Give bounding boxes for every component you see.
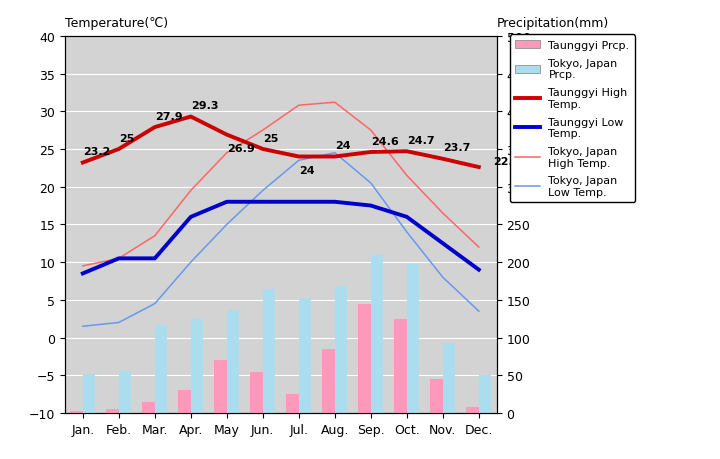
Bar <box>359 304 371 413</box>
Tokyo, Japan
Low Temp. <box>114 320 123 325</box>
Text: 24.6: 24.6 <box>371 136 399 146</box>
Taunggyi High
Temp. <box>78 161 87 166</box>
Taunggyi High
Temp. <box>438 157 447 162</box>
Bar <box>466 407 479 413</box>
Taunggyi High
Temp. <box>150 125 159 130</box>
Bar <box>227 310 239 413</box>
Bar <box>251 372 263 413</box>
Text: 23.7: 23.7 <box>443 143 470 153</box>
Taunggyi Low
Temp. <box>402 215 411 220</box>
Bar <box>371 256 383 413</box>
Taunggyi Low
Temp. <box>474 267 483 273</box>
Bar <box>287 394 299 413</box>
Bar <box>394 319 407 413</box>
Taunggyi High
Temp. <box>114 147 123 152</box>
Taunggyi Low
Temp. <box>366 203 375 209</box>
Bar <box>119 371 131 413</box>
Text: 24.7: 24.7 <box>407 135 434 146</box>
Line: Tokyo, Japan
High Temp.: Tokyo, Japan High Temp. <box>83 103 479 266</box>
Taunggyi Low
Temp. <box>330 200 339 205</box>
Text: Precipitation(mm): Precipitation(mm) <box>497 17 609 30</box>
Tokyo, Japan
High Temp. <box>330 100 339 106</box>
Tokyo, Japan
High Temp. <box>402 173 411 179</box>
Bar <box>479 375 491 413</box>
Tokyo, Japan
High Temp. <box>186 188 195 194</box>
Tokyo, Japan
Low Temp. <box>330 151 339 156</box>
Tokyo, Japan
High Temp. <box>222 151 231 156</box>
Bar <box>323 349 335 413</box>
Tokyo, Japan
Low Temp. <box>402 230 411 235</box>
Bar <box>83 374 95 413</box>
Bar <box>71 411 83 413</box>
Tokyo, Japan
High Temp. <box>438 211 447 216</box>
Text: 26.9: 26.9 <box>227 144 255 154</box>
Tokyo, Japan
Low Temp. <box>438 275 447 280</box>
Bar <box>107 409 119 413</box>
Taunggyi Low
Temp. <box>114 256 123 262</box>
Tokyo, Japan
Low Temp. <box>474 309 483 314</box>
Taunggyi Low
Temp. <box>438 241 447 246</box>
Taunggyi Low
Temp. <box>294 200 303 205</box>
Taunggyi Low
Temp. <box>222 200 231 205</box>
Bar <box>263 289 275 413</box>
Bar <box>142 402 155 413</box>
Text: 24: 24 <box>299 166 315 176</box>
Line: Taunggyi High
Temp.: Taunggyi High Temp. <box>83 117 479 168</box>
Text: Temperature(℃): Temperature(℃) <box>65 17 168 30</box>
Tokyo, Japan
High Temp. <box>294 103 303 109</box>
Tokyo, Japan
Low Temp. <box>366 181 375 186</box>
Tokyo, Japan
High Temp. <box>150 234 159 239</box>
Text: 25: 25 <box>263 133 278 143</box>
Tokyo, Japan
Low Temp. <box>222 222 231 228</box>
Tokyo, Japan
Low Temp. <box>294 158 303 164</box>
Tokyo, Japan
High Temp. <box>474 245 483 250</box>
Text: 25: 25 <box>119 133 134 143</box>
Text: 27.9: 27.9 <box>155 112 182 122</box>
Bar <box>335 286 347 413</box>
Taunggyi Low
Temp. <box>78 271 87 277</box>
Text: 24: 24 <box>335 141 351 151</box>
Taunggyi Low
Temp. <box>186 215 195 220</box>
Bar <box>155 325 167 413</box>
Tokyo, Japan
High Temp. <box>78 263 87 269</box>
Taunggyi Low
Temp. <box>150 256 159 262</box>
Taunggyi High
Temp. <box>330 154 339 160</box>
Text: 29.3: 29.3 <box>191 101 218 111</box>
Taunggyi High
Temp. <box>258 147 267 152</box>
Taunggyi High
Temp. <box>474 165 483 170</box>
Tokyo, Japan
High Temp. <box>366 128 375 134</box>
Tokyo, Japan
Low Temp. <box>150 301 159 307</box>
Line: Taunggyi Low
Temp.: Taunggyi Low Temp. <box>83 202 479 274</box>
Tokyo, Japan
High Temp. <box>258 128 267 134</box>
Bar <box>191 320 203 413</box>
Taunggyi Low
Temp. <box>258 200 267 205</box>
Bar <box>299 298 311 413</box>
Taunggyi High
Temp. <box>294 154 303 160</box>
Taunggyi High
Temp. <box>222 133 231 138</box>
Tokyo, Japan
Low Temp. <box>78 324 87 329</box>
Bar <box>179 391 191 413</box>
Taunggyi High
Temp. <box>366 150 375 156</box>
Tokyo, Japan
Low Temp. <box>186 260 195 265</box>
Bar <box>215 360 227 413</box>
Bar <box>443 343 455 413</box>
Taunggyi High
Temp. <box>186 114 195 120</box>
Bar <box>407 265 419 413</box>
Tokyo, Japan
Low Temp. <box>258 188 267 194</box>
Tokyo, Japan
High Temp. <box>114 256 123 262</box>
Line: Tokyo, Japan
Low Temp.: Tokyo, Japan Low Temp. <box>83 153 479 326</box>
Text: 23.2: 23.2 <box>83 147 110 157</box>
Taunggyi High
Temp. <box>402 149 411 155</box>
Text: 22.6: 22.6 <box>492 157 521 167</box>
Bar <box>430 379 443 413</box>
Legend: Taunggyi Prcp., Tokyo, Japan
Prcp., Taunggyi High
Temp., Taunggyi Low
Temp., Tok: Taunggyi Prcp., Tokyo, Japan Prcp., Taun… <box>510 35 635 203</box>
